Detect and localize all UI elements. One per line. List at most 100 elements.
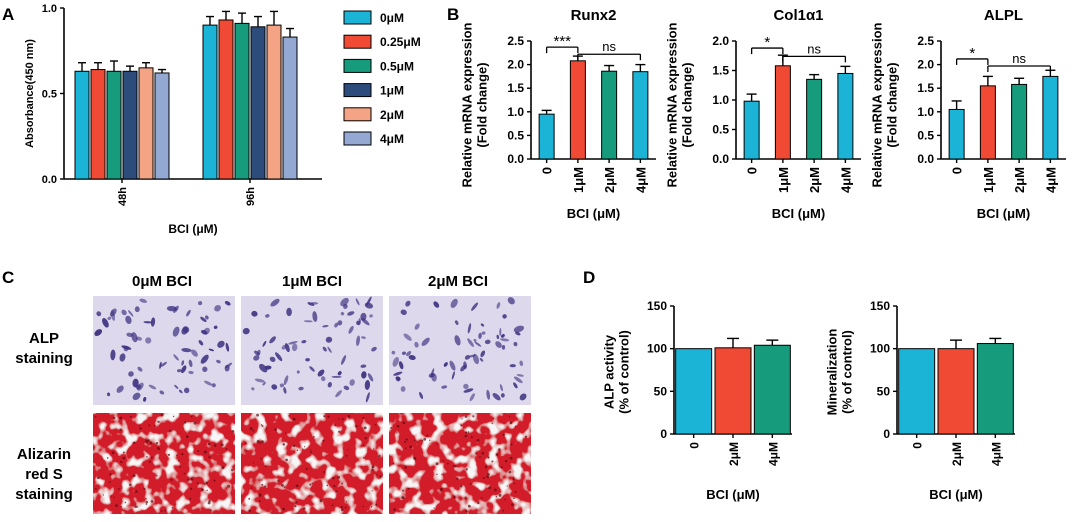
y-tick-label: 0.0 <box>42 174 57 186</box>
x-tick-label: 1μM <box>981 167 996 193</box>
bar <box>601 70 618 160</box>
chart-mineralization: 0 50 100 150 0 2μM 4μM BCI (μM) Mineralization(%… <box>825 299 1015 502</box>
stained-cell <box>325 336 333 343</box>
stained-cell <box>484 339 491 345</box>
mineral-nodule <box>436 443 438 445</box>
stained-cell <box>205 315 209 320</box>
mineral-nodule <box>487 456 490 459</box>
bar <box>138 67 154 180</box>
staining-row-label: staining <box>15 486 73 503</box>
mineral-nodule <box>512 478 515 481</box>
stained-cell <box>150 317 156 327</box>
stained-cell <box>430 368 435 378</box>
staining-panel: 0μM BCI 1μM BCI 2μM BCI ALP staining Ali… <box>15 273 531 514</box>
staining-column-label: 1μM BCI <box>282 273 342 290</box>
x-tick-label: 0 <box>950 167 965 174</box>
x-axis-label: BCI (μM) <box>772 206 825 221</box>
mineral-nodule <box>185 435 189 439</box>
mineral-nodule <box>231 429 235 433</box>
stained-cell <box>515 331 521 336</box>
mineral-nodule <box>210 509 212 512</box>
mineral-nodule <box>129 483 132 487</box>
stained-cell <box>369 314 373 318</box>
mineral-nodule <box>122 451 125 454</box>
stained-cell <box>405 300 411 307</box>
stained-cell <box>271 384 278 390</box>
stained-cell <box>173 354 179 361</box>
mineral-nodule <box>323 415 326 418</box>
stained-cell <box>269 336 276 344</box>
stained-cell <box>479 357 484 362</box>
stained-cell <box>486 389 491 400</box>
stained-cell <box>496 334 500 340</box>
mineral-nodule <box>512 476 515 479</box>
stained-cell <box>291 343 298 352</box>
stained-cell <box>335 390 342 398</box>
significance-label: ns <box>1012 51 1026 66</box>
mineral-nodule <box>225 447 228 450</box>
mineral-nodule <box>375 503 378 506</box>
mineral-nodule <box>407 487 410 490</box>
x-axis-label: BCI (μM) <box>168 222 217 236</box>
mineral-nodule <box>477 501 480 505</box>
bar <box>837 72 854 160</box>
mineral-nodule <box>461 418 463 420</box>
mineral-nodule <box>147 439 150 441</box>
stained-cell <box>123 345 129 352</box>
mineral-nodule <box>205 481 209 485</box>
stained-cell <box>400 309 407 316</box>
stained-cell <box>191 349 198 357</box>
stained-cell <box>355 298 360 306</box>
stained-cell <box>286 307 292 317</box>
stained-cell <box>468 354 476 358</box>
mineral-nodule <box>358 465 360 467</box>
stained-cell <box>296 370 300 374</box>
mineral-nodule <box>124 501 127 504</box>
stained-cell <box>473 338 477 342</box>
stained-cell <box>450 298 458 308</box>
y-tick-label: 150 <box>647 299 667 313</box>
stained-cell <box>367 373 374 382</box>
stained-cell <box>454 320 459 325</box>
mineral-nodule <box>311 482 314 485</box>
mineral-nodule <box>409 445 413 449</box>
stained-cell <box>400 386 406 392</box>
stained-cell <box>397 377 400 382</box>
stained-cell <box>251 310 258 317</box>
y-tick-label: 100 <box>647 342 667 356</box>
mineral-nodule <box>373 448 375 450</box>
chart-alpl: 0.0 0.5 1.0 1.5 2.0 2.5 0 1μM 2μM 4μM ALPL BCI (μM)… <box>870 7 1066 221</box>
mineral-nodule <box>362 416 365 419</box>
mineral-nodule <box>260 457 262 460</box>
legend-swatch <box>343 10 372 25</box>
staining-images <box>93 296 531 514</box>
mineral-nodule <box>465 468 468 471</box>
mineral-nodule <box>509 416 511 418</box>
mineral-nodule <box>402 496 405 499</box>
chart-col1a1: 0.0 0.5 1.0 1.5 2.0 0 1μM 2μM 4μM Col1α1 BCI (μM) R… <box>665 7 861 221</box>
stained-cell <box>200 329 208 335</box>
mineral-nodule <box>150 456 153 459</box>
mineral-nodule <box>491 460 494 463</box>
mineral-nodule <box>109 481 111 484</box>
mineral-nodule <box>405 438 408 441</box>
mineral-nodule <box>227 484 231 488</box>
mineral-nodule <box>248 497 251 500</box>
mineral-nodule <box>441 473 443 476</box>
mineral-nodule <box>145 439 149 443</box>
mineral-nodule <box>464 415 468 418</box>
y-axis-label: ALP activity(% of control) <box>602 330 632 414</box>
mineral-nodule <box>285 458 288 462</box>
mineral-nodule <box>220 443 224 447</box>
panel-letter-d: D <box>583 268 595 287</box>
stained-cell <box>414 341 419 348</box>
x-tick-label: 1μM <box>571 167 586 193</box>
mineral-nodule <box>250 487 253 489</box>
y-tick-label: 1.5 <box>917 81 934 95</box>
stained-cell <box>419 391 424 400</box>
mineral-nodule <box>260 440 264 444</box>
mineral-nodule <box>221 466 225 470</box>
mineral-nodule <box>396 432 398 434</box>
mineral-nodule <box>362 457 365 459</box>
stained-cell <box>96 311 102 317</box>
